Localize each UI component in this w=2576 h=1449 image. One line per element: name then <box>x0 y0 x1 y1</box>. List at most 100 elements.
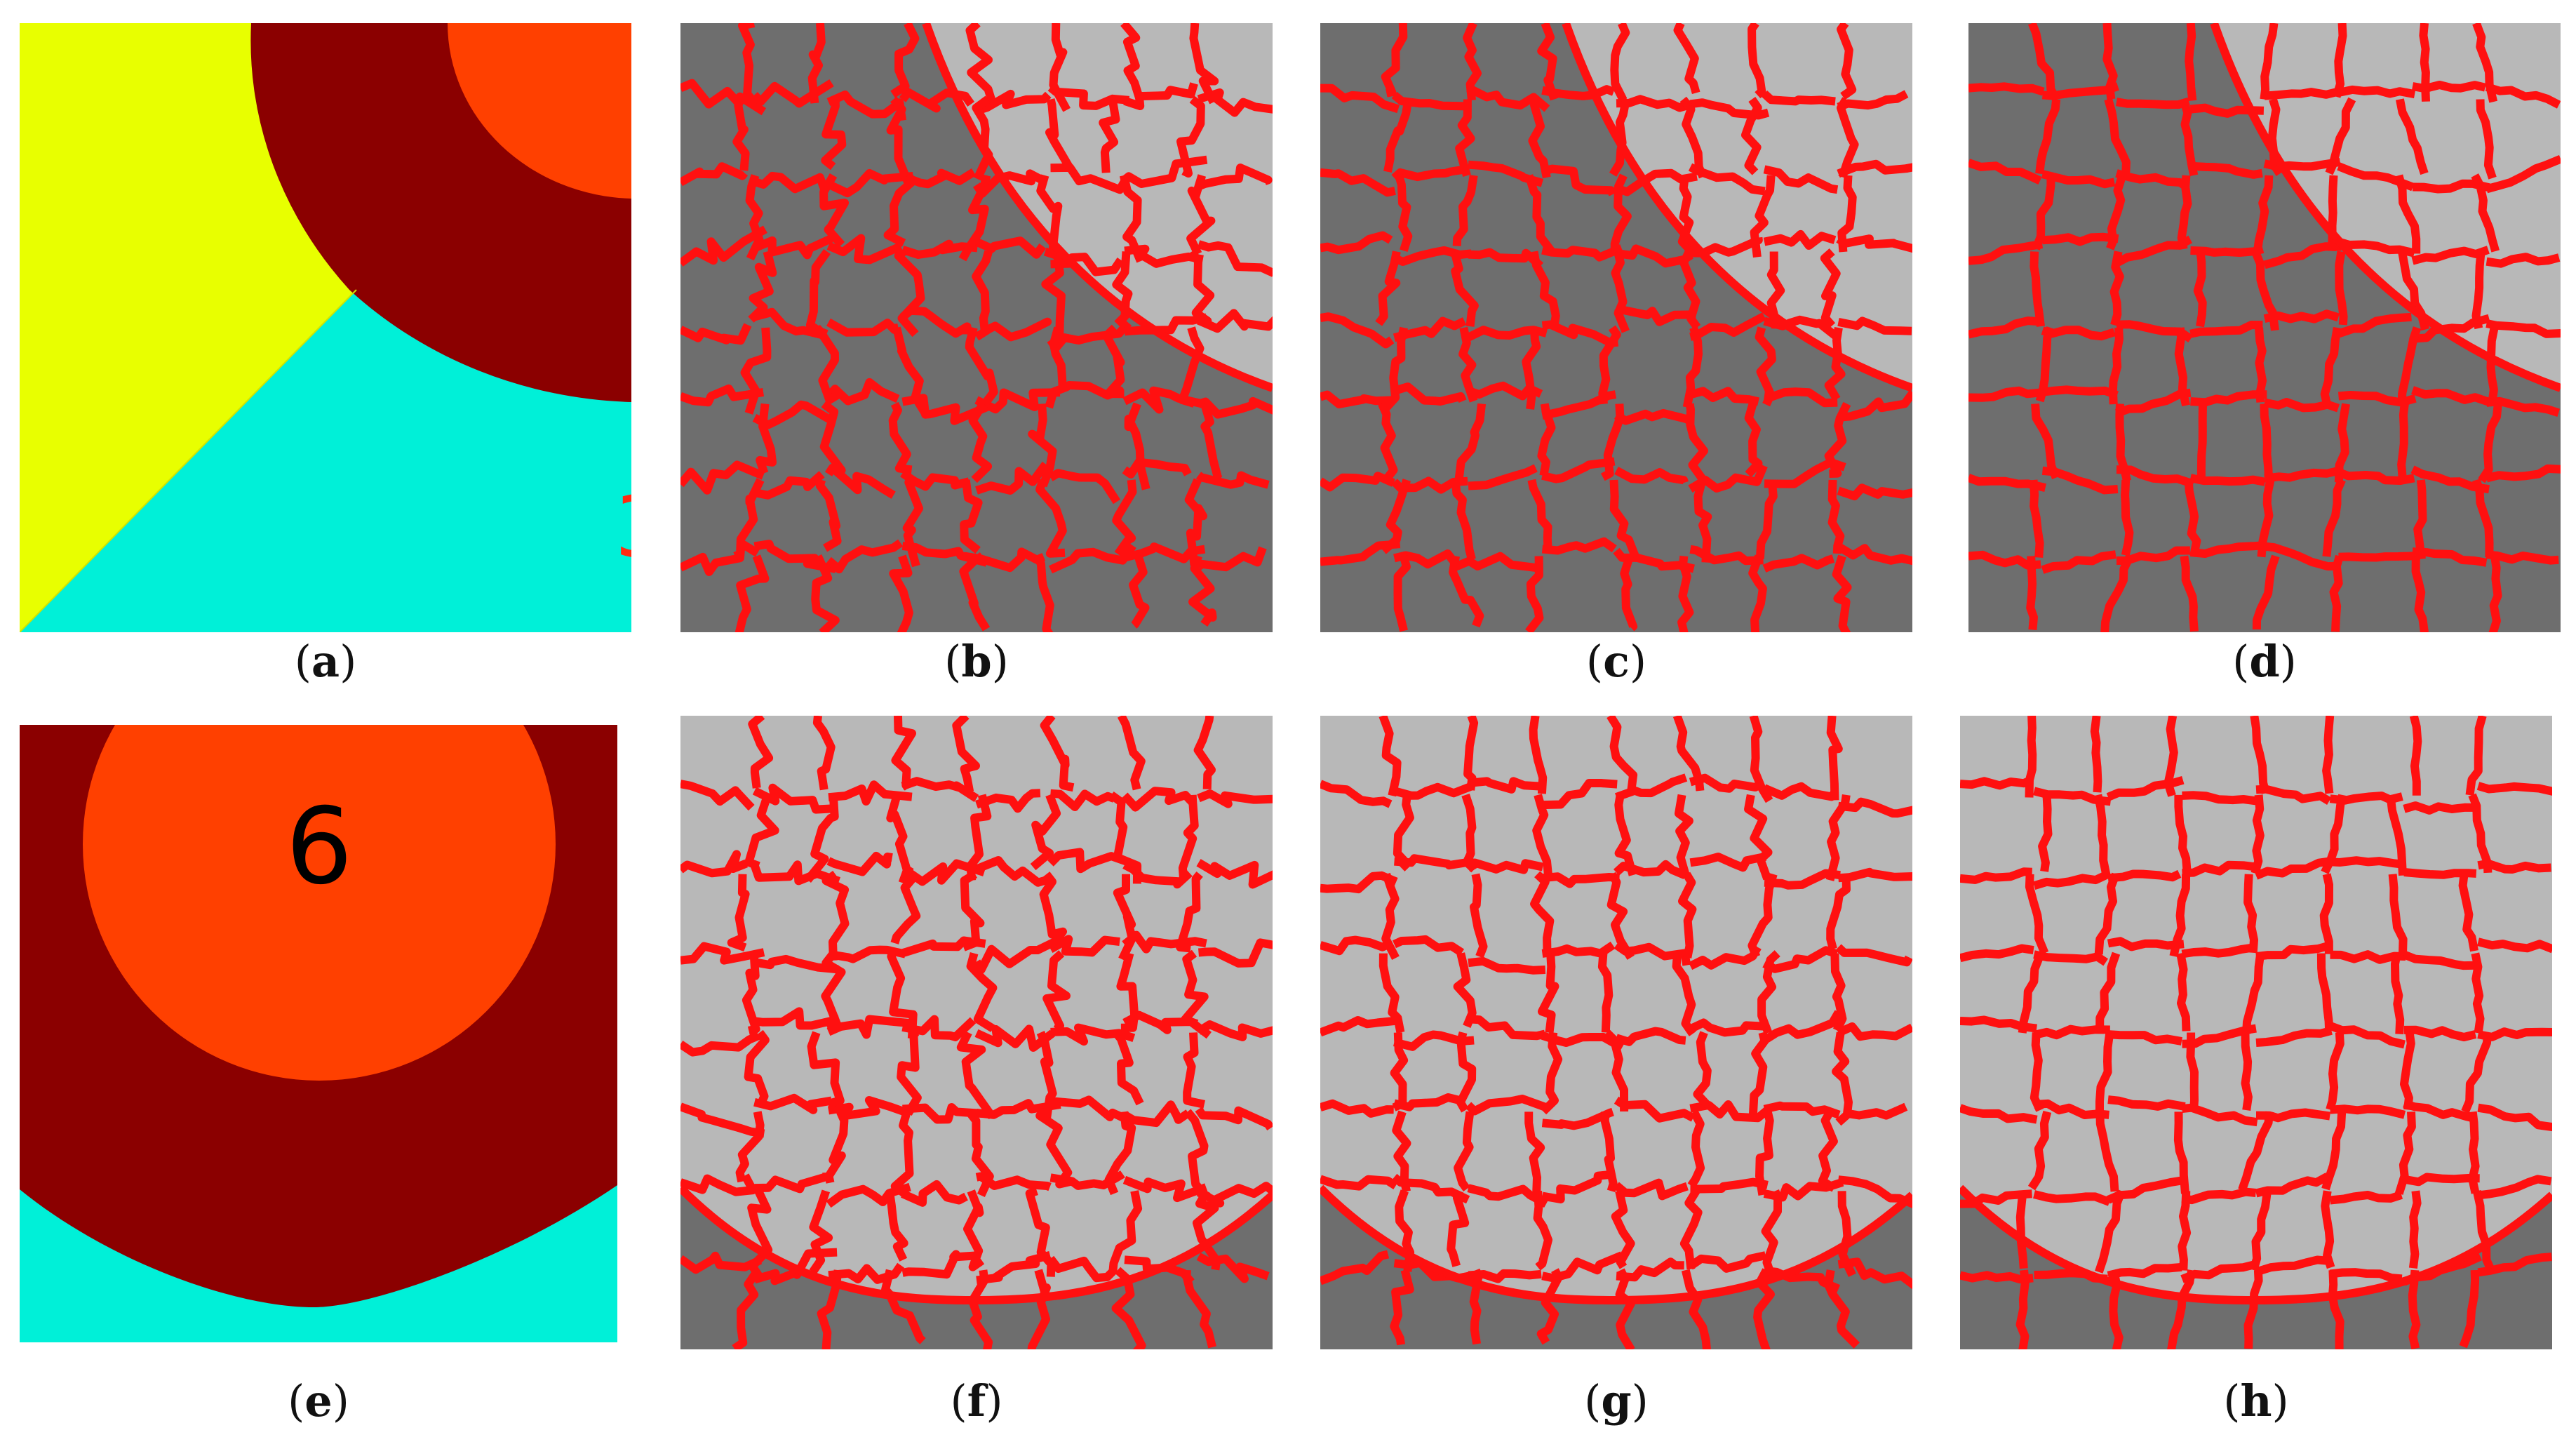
boundary-segment <box>1748 554 1767 632</box>
boundary-segment <box>1755 1111 1774 1196</box>
panel-h-segmentation <box>1960 716 2552 1349</box>
boundary-segment <box>2413 479 2427 560</box>
boundary-segment <box>2337 468 2415 485</box>
boundary-segment <box>2478 403 2502 483</box>
boundary-segment <box>2094 872 2120 955</box>
boundary-segment <box>1600 403 1625 481</box>
boundary-segment <box>733 478 765 561</box>
cell-boundaries <box>1320 23 1912 632</box>
boundary-segment <box>1463 716 1479 791</box>
cell-boundaries <box>680 716 1273 1349</box>
boundary-segment <box>2189 541 2267 558</box>
boundary-segment <box>2322 716 2335 794</box>
boundary-segment <box>2411 386 2491 406</box>
boundary-segment <box>1820 248 1841 329</box>
boundary-segment <box>2471 173 2500 253</box>
boundary-segment <box>1610 173 1632 251</box>
boundary-segment <box>744 1029 770 1106</box>
boundary-segment <box>2465 716 2487 796</box>
boundary-segment <box>1598 325 1621 405</box>
boundary-segment <box>963 1189 985 1271</box>
boundary-segment <box>1320 312 1395 349</box>
boundary-segment <box>975 89 1052 115</box>
boundary-segment <box>1196 1253 1270 1283</box>
boundary-segment <box>1681 1269 1711 1349</box>
boundary-segment <box>2329 1268 2403 1283</box>
boundary-segment <box>1193 1189 1221 1271</box>
boundary-segment <box>2029 479 2044 558</box>
boundary-segment <box>2189 474 2266 486</box>
boundary-segment <box>1679 96 1708 179</box>
boundary-segment <box>901 1015 977 1041</box>
boundary-segment <box>1468 777 1540 794</box>
boundary-segment <box>965 1109 994 1198</box>
boundary-segment <box>1960 1271 2034 1284</box>
boundary-segment <box>1541 390 1617 420</box>
boundary-segment <box>1320 871 1398 894</box>
boundary-segment <box>2410 465 2490 494</box>
boundary-segment <box>901 1250 977 1279</box>
boundary-segment <box>966 952 998 1032</box>
boundary-segment <box>2330 856 2406 869</box>
boundary-segment <box>680 1031 760 1057</box>
boundary-segment <box>821 950 846 1034</box>
boundary-segment <box>956 1030 996 1120</box>
panel-g-segmentation <box>1320 716 1912 1349</box>
panel-f-segmentation <box>680 716 1273 1349</box>
boundary-segment <box>2104 98 2131 178</box>
boundary-segment <box>1688 1018 1769 1037</box>
boundary-segment <box>1383 98 1413 173</box>
boundary-segment <box>2400 1031 2415 1111</box>
boundary-segment <box>1042 950 1071 1030</box>
boundary-segment <box>2337 312 2412 338</box>
boundary-segment <box>1028 403 1057 488</box>
boundary-segment <box>900 469 970 491</box>
boundary-segment <box>1320 168 1396 197</box>
boundary-segment <box>886 794 914 876</box>
boundary-segment <box>1693 1031 1712 1109</box>
boundary-segment <box>1968 386 2046 402</box>
boundary-segment <box>1968 82 2045 96</box>
boundary-segment <box>2178 1191 2192 1271</box>
boundary-segment <box>974 388 1061 414</box>
panel-d-segmentation <box>1968 23 2561 632</box>
boundary-segment <box>1837 159 1912 178</box>
boundary-segment <box>1747 23 1766 99</box>
boundary-segment <box>2102 23 2118 100</box>
boundary-segment <box>959 552 991 632</box>
boundary-segment <box>1184 1109 1209 1199</box>
boundary-segment <box>1465 1095 1549 1116</box>
boundary-segment <box>2468 1111 2480 1194</box>
boundary-segment <box>1468 1015 1546 1041</box>
boundary-segment <box>2177 175 2192 250</box>
boundary-segment <box>2476 782 2552 796</box>
boundary-segment <box>890 1110 914 1198</box>
boundary-segment <box>894 248 925 338</box>
bright-region <box>926 23 1273 388</box>
boundary-segment <box>2328 1269 2344 1349</box>
boundary-segment <box>1682 326 1703 408</box>
boundary-segment <box>680 384 765 407</box>
boundary-segment <box>1541 1107 1614 1130</box>
boundary-segment <box>826 168 913 198</box>
boundary-segment <box>1122 930 1207 954</box>
boundary-segment <box>1764 869 1841 890</box>
region-boundary <box>1562 23 1912 392</box>
boundary-segment <box>974 236 1047 259</box>
boundary-segment <box>1123 82 1198 110</box>
caption-g: (g) <box>1584 1375 1649 1427</box>
boundary-segment <box>901 394 989 425</box>
boundary-segment <box>2329 1191 2403 1205</box>
boundary-segment <box>1673 23 1700 95</box>
boundary-segment <box>1689 545 1764 566</box>
boundary-segment <box>2116 97 2190 109</box>
boundary-segment <box>2042 232 2119 246</box>
boundary-segment <box>732 1267 762 1349</box>
boundary-segment <box>1047 1095 1132 1125</box>
boundary-segment <box>883 173 918 247</box>
boundary-segment <box>1393 935 1465 956</box>
boundary-segment <box>2109 251 2124 327</box>
boundary-segment <box>2028 23 2060 101</box>
boundary-segment <box>1466 84 1550 112</box>
boundary-segment <box>1197 163 1273 191</box>
